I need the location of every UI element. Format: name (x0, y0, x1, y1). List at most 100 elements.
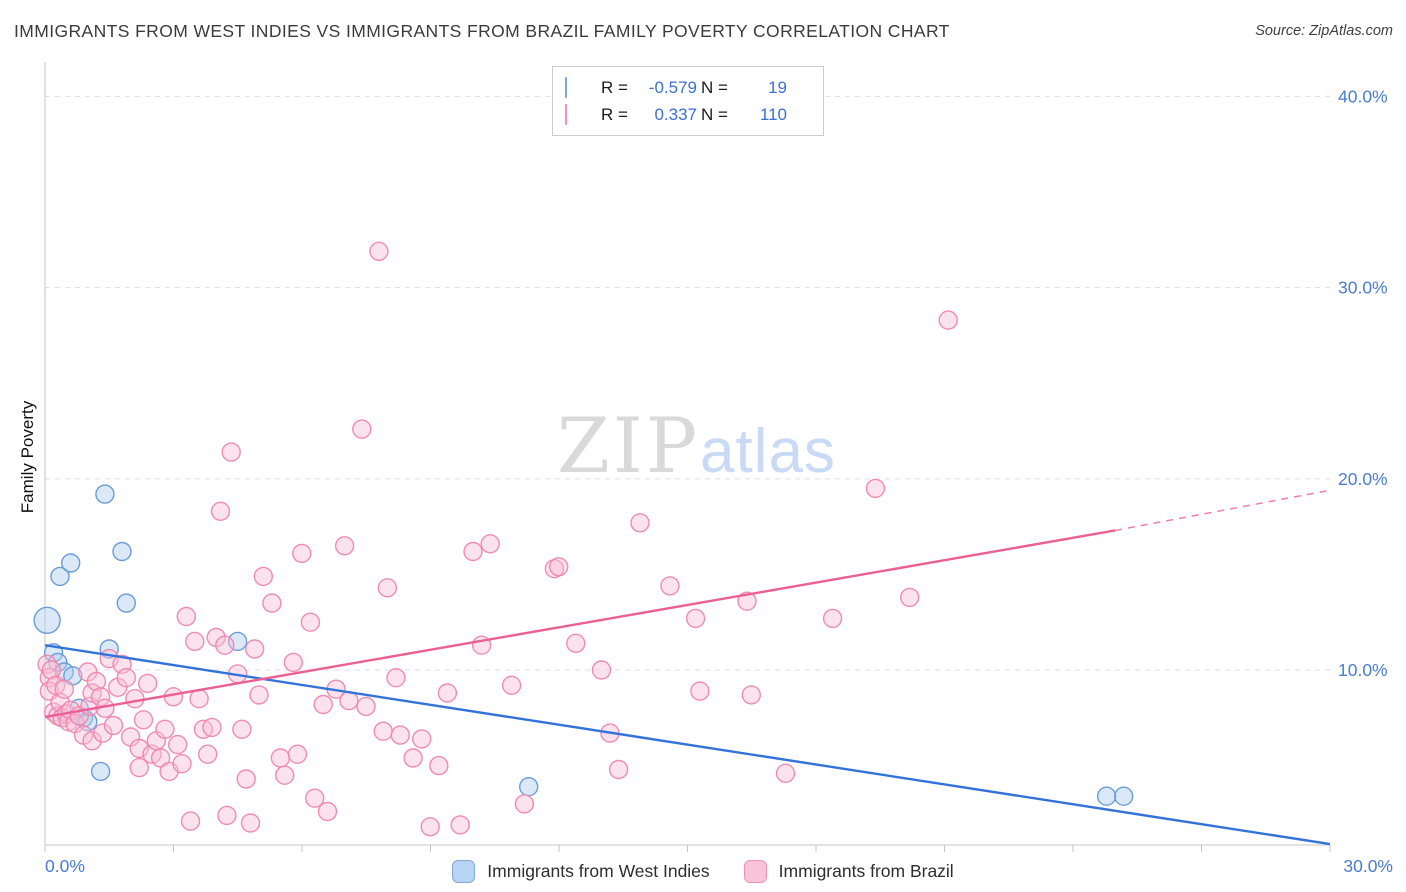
y-tick-label: 20.0% (1338, 469, 1388, 489)
data-point (60, 553, 81, 573)
data-point (41, 660, 62, 680)
legend-item-brazil: Immigrants from Brazil (743, 860, 954, 883)
data-point (1096, 786, 1117, 806)
data-point (685, 608, 706, 629)
data-point (82, 731, 102, 751)
data-point (54, 679, 75, 699)
data-point (125, 689, 145, 709)
data-point (356, 696, 376, 717)
data-point (313, 694, 333, 715)
data-point (300, 612, 321, 632)
data-point (514, 794, 535, 814)
data-point (608, 759, 629, 780)
legend-item-west-indies: Immigrants from West Indies (452, 860, 710, 883)
data-point (137, 673, 158, 694)
data-point (253, 566, 273, 587)
correlation-row-brazil: R = 0.337 N = 110 (565, 101, 809, 128)
brazil-swatch (565, 103, 567, 125)
data-point (429, 755, 449, 776)
data-point (86, 671, 107, 692)
data-point (1113, 786, 1134, 806)
n-value: 19 (768, 77, 787, 97)
y-axis-title: Family Poverty (18, 400, 37, 514)
data-point (822, 608, 843, 629)
series-immigrants-from-brazil (37, 241, 958, 837)
data-point (240, 813, 261, 833)
x-tick-label: 30.0% (1343, 856, 1393, 876)
data-point (197, 744, 218, 764)
data-point (172, 754, 192, 774)
data-point (90, 687, 111, 707)
data-point (116, 593, 137, 613)
trend-line-extension-immigrants-from-brazil (1114, 489, 1331, 532)
y-tick-label: 30.0% (1338, 278, 1388, 298)
data-point (270, 748, 291, 768)
data-point (377, 578, 398, 598)
data-point (369, 241, 389, 262)
data-point (232, 719, 252, 739)
y-tick-label: 10.0% (1338, 660, 1388, 680)
data-point (900, 587, 920, 608)
data-point (155, 719, 175, 739)
data-point (373, 721, 393, 741)
r-label: R = (601, 104, 628, 124)
n-label: N = (701, 104, 728, 124)
data-point (741, 685, 761, 705)
trend-line-immigrants-from-brazil (44, 529, 1116, 719)
correlation-row-west-indies: R = -0.579 N = 19 (565, 74, 809, 101)
data-point (630, 513, 650, 533)
data-point (103, 715, 124, 736)
data-point (221, 442, 241, 462)
series-immigrants-from-west-indies (33, 484, 1134, 806)
data-point (275, 765, 295, 785)
data-point (660, 576, 680, 596)
data-point (249, 685, 269, 705)
west-indies-legend-swatch (452, 860, 476, 883)
data-point (386, 668, 406, 688)
data-point (775, 763, 796, 783)
data-point (129, 757, 149, 778)
data-point (519, 777, 539, 797)
data-point (202, 717, 222, 738)
data-point (450, 815, 470, 835)
data-point (287, 744, 308, 764)
r-value: 0.337 (654, 104, 697, 124)
x-tick-label: 0.0% (45, 856, 85, 876)
source-attribution: Source: ZipAtlas.com (1255, 23, 1393, 39)
data-point (549, 557, 569, 577)
page-title: IMMIGRANTS FROM WEST INDIES VS IMMIGRANT… (14, 21, 950, 41)
data-point (317, 801, 338, 822)
data-point (283, 652, 303, 673)
data-point (180, 811, 201, 831)
data-point (189, 689, 209, 709)
data-point (305, 788, 325, 808)
data-point (292, 543, 312, 564)
n-value: 110 (759, 104, 787, 124)
r-label: R = (601, 77, 628, 97)
data-point (403, 748, 423, 768)
trend-line-immigrants-from-west-indies (44, 644, 1331, 846)
data-point (262, 593, 282, 613)
data-point (236, 769, 256, 789)
data-point (50, 566, 70, 587)
data-point (116, 668, 137, 688)
data-point (437, 683, 458, 703)
west-indies-swatch (565, 76, 567, 98)
data-point (39, 668, 59, 688)
data-point (217, 805, 237, 826)
data-point (420, 817, 440, 837)
data-point (93, 723, 113, 743)
data-point (566, 633, 586, 653)
data-point (938, 310, 958, 330)
data-point (112, 541, 132, 562)
data-point (690, 681, 710, 701)
data-point (501, 675, 522, 695)
data-point (33, 606, 61, 634)
data-point (185, 631, 205, 652)
data-point (412, 729, 432, 749)
data-point (480, 534, 500, 554)
data-point (390, 725, 410, 745)
correlation-legend: R = -0.579 N = 19 R = 0.337 N = 110 (552, 66, 824, 136)
